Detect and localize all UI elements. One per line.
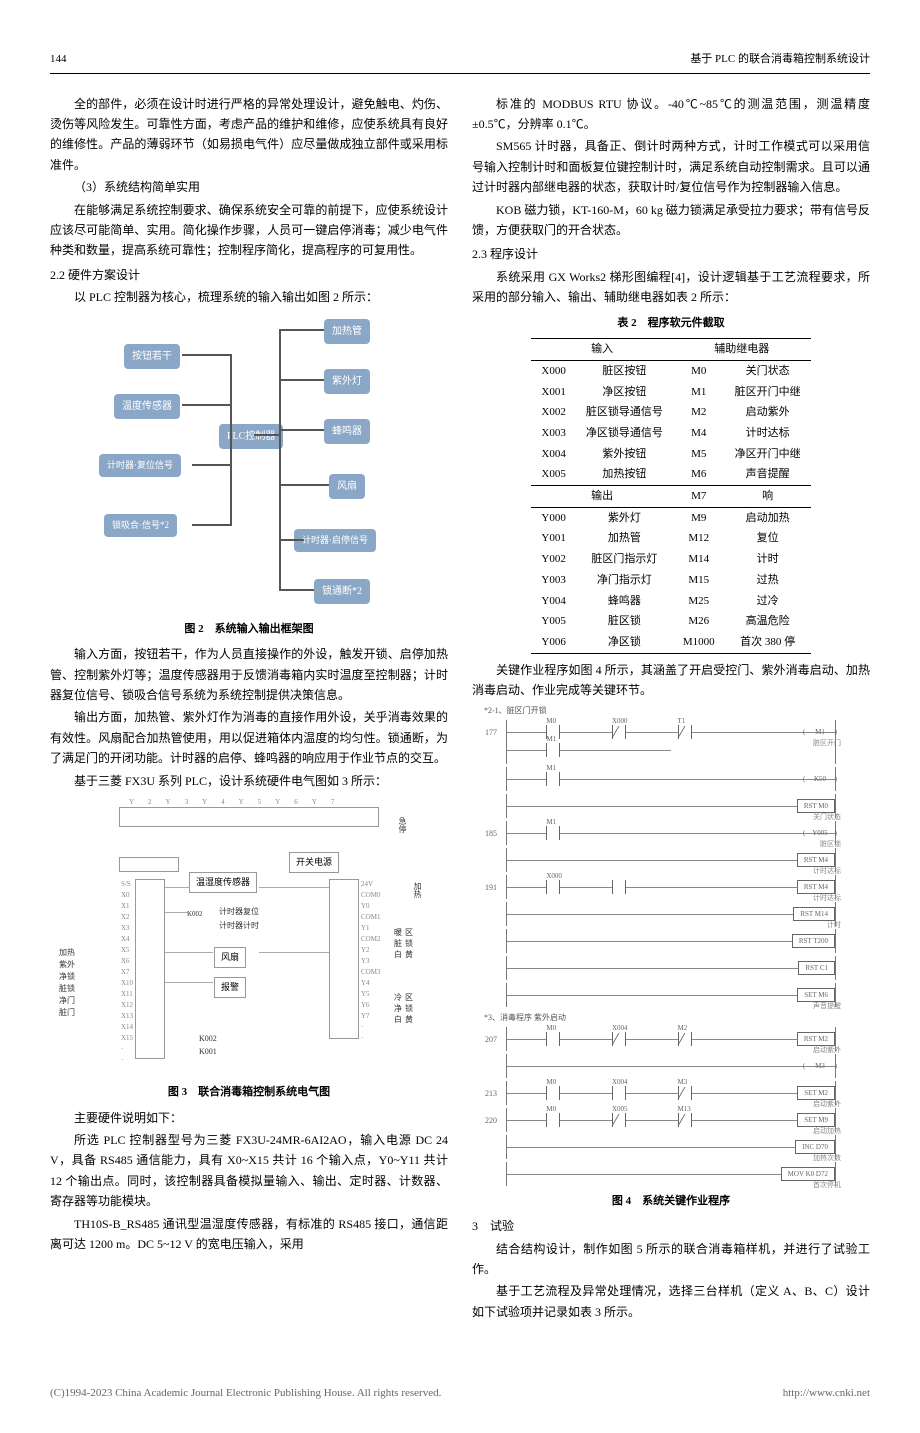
table-row: Y002脏区门指示灯M14计时 — [531, 549, 810, 570]
fig2-uv: 紫外灯 — [324, 369, 370, 394]
figure-3-caption: 图 3 联合消毒箱控制系统电气图 — [50, 1083, 448, 1102]
fig3-b1: K002 — [199, 1032, 217, 1046]
figure-4: *2-1、脏区门开锁 177M0X000T1M1M1脏区开门M1K50RST M… — [506, 704, 836, 1185]
table-row: Y005脏区锁M26高温危险 — [531, 611, 810, 632]
para-head: （3）系统结构简单实用 — [50, 177, 448, 197]
figure-4-caption: 图 4 系统关键作业程序 — [472, 1192, 870, 1211]
para: SM565 计时器，具备正、倒计时两种方式，计时工作模式可以采用信号输入控制计时… — [472, 136, 870, 197]
figure-3: S/SX0X1X2X3X4X5X6X7X10X11X12X13X14X15·· … — [59, 797, 439, 1077]
fig2-btn: 按钮若干 — [124, 344, 180, 369]
fig3-power: 开关电源 — [289, 852, 339, 873]
para: 基于三菱 FX3U 系列 PLC，设计系统硬件电气图如 3 所示： — [50, 771, 448, 791]
fig2-heater: 加热管 — [324, 319, 370, 344]
para: KOB 磁力锁，KT-160-M，60 kg 磁力锁满足承受拉力要求；带有信号反… — [472, 200, 870, 241]
table-row: Y004蜂鸣器M25过冷 — [531, 591, 810, 612]
running-title: 基于 PLC 的联合消毒箱控制系统设计 — [690, 50, 870, 69]
figure-2-caption: 图 2 系统输入输出框架图 — [50, 620, 448, 639]
page-number: 144 — [50, 50, 67, 69]
table-row: Y006净区锁M1000首次 380 停 — [531, 632, 810, 653]
right-column: 标准的 MODBUS RTU 协议。-40℃~85℃的测温范围，测温精度±0.5… — [472, 94, 870, 1325]
fig2-tmrreset: 计时器·复位信号 — [99, 454, 181, 477]
footer-copyright: (C)1994-2023 China Academic Journal Elec… — [50, 1384, 441, 1403]
fig4-section1: *2-1、脏区门开锁 — [484, 704, 836, 718]
table-2: 输入 辅助继电器 X000脏区按钮M0关门状态X001净区按钮M1脏区开门中继X… — [531, 338, 810, 653]
table-2-caption: 表 2 程序软元件截取 — [472, 314, 870, 333]
fig2-temp: 温度传感器 — [114, 394, 180, 419]
ladder-rung: RST M0关门状态 — [506, 794, 836, 818]
fig2-plc: PLC控制器 — [219, 424, 283, 449]
fig2-lock: 锁吸合·信号*2 — [104, 514, 177, 537]
table-row: 输出 M7 响 — [531, 486, 810, 508]
fig3-add: 加热 — [410, 882, 424, 898]
ladder-rung: RST T200 — [506, 929, 836, 953]
figure-2: 按钮若干 温度传感器 计时器·复位信号 锁吸合·信号*2 PLC控制器 加热管 … — [114, 314, 384, 614]
para: 所选 PLC 控制器型号为三菱 FX3U-24MR-6AI2AO，输入电源 DC… — [50, 1130, 448, 1212]
two-column-content: 全的部件，必须在设计时进行严格的异常处理设计，避免触电、灼伤、烫伤等风险发生。可… — [50, 94, 870, 1325]
fig3-fan: 风扇 — [214, 947, 246, 968]
para: 主要硬件说明如下： — [50, 1108, 448, 1128]
ladder-rung: MOV K0 D72首次停机 — [506, 1162, 836, 1186]
table-row: X005加热按钮M6声音提醒 — [531, 464, 810, 485]
para: TH10S-B_RS485 通讯型温湿度传感器，有标准的 RS485 接口，通信… — [50, 1214, 448, 1255]
fig3-temp: 温湿度传感器 — [189, 872, 257, 893]
para: 关键作业程序如图 4 所示，其涵盖了开启受控门、紫外消毒启动、加热消毒启动、作业… — [472, 660, 870, 701]
ladder-rung: M3 — [506, 1054, 836, 1078]
page-footer: (C)1994-2023 China Academic Journal Elec… — [0, 1384, 920, 1433]
para: 系统采用 GX Works2 梯形图编程[4]，设计逻辑基于工艺流程要求，所采用… — [472, 267, 870, 308]
para: 结合结构设计，制作如图 5 所示的联合消毒箱样机，并进行了试验工作。 — [472, 1239, 870, 1280]
fig3-b2: K001 — [199, 1045, 217, 1059]
fig3-tmrcount: 计时器计时 — [219, 919, 259, 933]
fig2-tmrstart: 计时器·启停信号 — [294, 529, 376, 552]
ladder-rung: 220M0X005M13SET M9启动加热 — [506, 1108, 836, 1132]
ladder-rung: 191X000RST M4计时达标 — [506, 875, 836, 899]
fig2-locksig: 锁通断*2 — [314, 579, 370, 604]
ladder-rung: RST M4计时达标 — [506, 848, 836, 872]
section-3: 3 试验 — [472, 1216, 870, 1236]
fig3-left-labels: 加热紫外净锁脏锁净门脏门 — [59, 947, 75, 1019]
table-row: Y001加热管M12复位 — [531, 528, 810, 549]
ladder-rung: RST C1 — [506, 956, 836, 980]
ladder-rung: 207M0X004M2RST M2启动紫外 — [506, 1027, 836, 1051]
footer-url: http://www.cnki.net — [783, 1384, 870, 1403]
ladder-rung: 177M0X000T1M1M1脏区开门 — [506, 720, 836, 764]
ladder-rung: M1K50 — [506, 767, 836, 791]
para: 全的部件，必须在设计时进行严格的异常处理设计，避免触电、灼伤、烫伤等风险发生。可… — [50, 94, 448, 176]
fig3-tmrreset: 计时器复位 — [219, 905, 259, 919]
fig2-buzz: 蜂鸣器 — [324, 419, 370, 444]
para: 以 PLC 控制器为核心，梳理系统的输入输出如图 2 所示： — [50, 287, 448, 307]
para: 输出方面，加热管、紫外灯作为消毒的直接作用外设，关乎消毒效果的有效性。风扇配合加… — [50, 707, 448, 768]
fig3-estop: 急停 — [395, 817, 409, 833]
table-row: X000脏区按钮M0关门状态 — [531, 360, 810, 381]
fig2-fan: 风扇 — [329, 474, 365, 499]
section-2-3: 2.3 程序设计 — [472, 244, 870, 264]
left-column: 全的部件，必须在设计时进行严格的异常处理设计，避免触电、灼伤、烫伤等风险发生。可… — [50, 94, 448, 1325]
fig3-pins-right: 24VCOM0Y0COM1Y1COM2Y2Y3COM3Y4Y5Y6Y7·· — [361, 879, 380, 1044]
table-row: Y003净门指示灯M15过热 — [531, 570, 810, 591]
fig3-pins-left: S/SX0X1X2X3X4X5X6X7X10X11X12X13X14X15·· — [121, 879, 133, 1066]
section-2-2: 2.2 硬件方案设计 — [50, 265, 448, 285]
fig3-buzz: 报警 — [214, 977, 246, 998]
para: 在能够满足系统控制要求、确保系统安全可靠的前提下，应使系统设计应该尽可能简单、实… — [50, 200, 448, 261]
ladder-rung: SET M6声音提醒 — [506, 983, 836, 1007]
page-header: 144 基于 PLC 的联合消毒箱控制系统设计 — [50, 50, 870, 74]
table-row: 输入 辅助继电器 — [531, 339, 810, 361]
ladder-rung: 185M1Y005脏区锁 — [506, 821, 836, 845]
table-row: X004紫外按钮M5净区开门中继 — [531, 444, 810, 465]
ladder-rung: 213M0X004M3SET M2启动紫外 — [506, 1081, 836, 1105]
para: 标准的 MODBUS RTU 协议。-40℃~85℃的测温范围，测温精度±0.5… — [472, 94, 870, 135]
table-row: X003净区锁导通信号M4计时达标 — [531, 423, 810, 444]
para: 输入方面，按钮若干，作为人员直接操作的外设，触发开锁、启停加热管、控制紫外灯等；… — [50, 644, 448, 705]
ladder-rung: INC D70加热次数 — [506, 1135, 836, 1159]
fig4-section2: *3、消毒程序 紫外启动 — [484, 1011, 836, 1025]
ladder-rung: RST M14计时 — [506, 902, 836, 926]
table-row: Y000紫外灯M9启动加热 — [531, 507, 810, 528]
table-row: X002脏区锁导通信号M2启动紫外 — [531, 402, 810, 423]
table-row: X001净区按钮M1脏区开门中继 — [531, 382, 810, 403]
